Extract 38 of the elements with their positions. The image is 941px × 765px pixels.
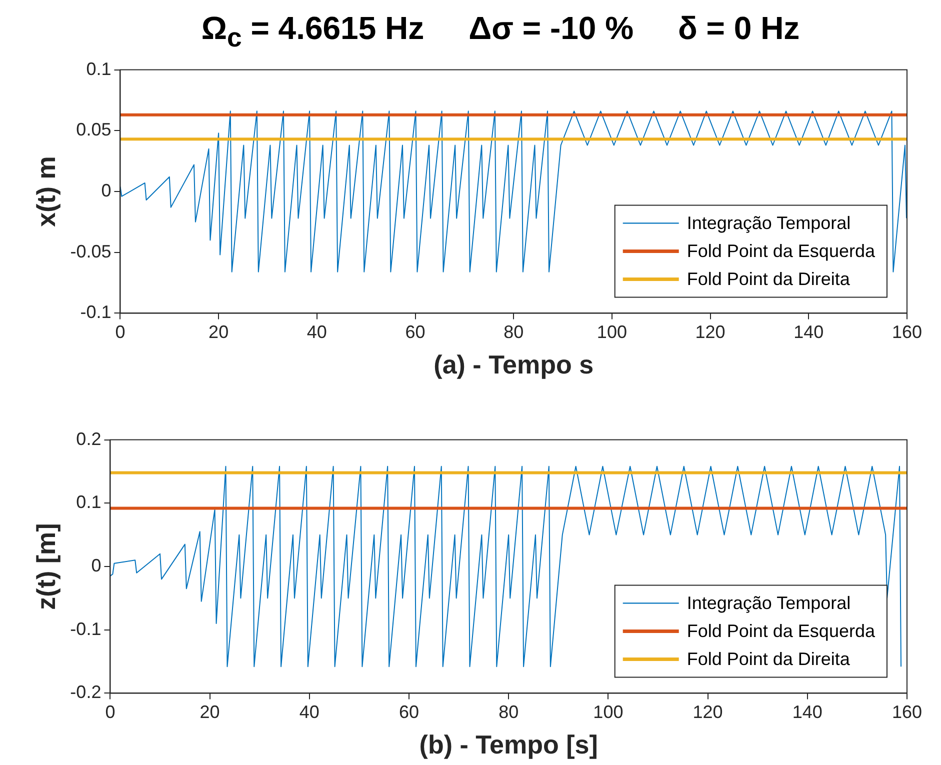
y-tick-label: 0.2 [76,428,102,449]
y-tick-label: -0.2 [70,682,102,702]
x-tick-label: 140 [794,322,824,342]
x-axis-title: (a) - Tempo s [434,350,594,380]
legend-label: Fold Point da Direita [686,649,851,670]
y-tick-label: 0.1 [76,492,102,512]
x-tick-label: 20 [200,702,220,722]
y-tick-label: -0.05 [70,241,112,262]
x-tick-label: 60 [398,702,420,722]
x-tick-label: 120 [695,322,726,342]
legend-label: Integração Temporal [686,213,851,234]
x-tick-label: 20 [208,322,229,342]
y-tick-label: -0.1 [70,618,102,639]
chart-title: Ω$_{c}$ = 4.6615 Hz Δσ = -10 % δ = 0 Hz [200,9,801,54]
x-tick-label: 140 [792,702,822,722]
x-tick-label: 120 [692,702,723,722]
legend-label: Integração Temporal [686,593,851,614]
legend-label: Fold Point da Esquerda [686,241,876,262]
x-tick-label: 160 [892,702,922,722]
legend-label: Fold Point da Esquerda [686,621,876,642]
y-tick-label: 0 [91,555,102,576]
y-axis-title: z(t) [m] [30,523,61,610]
x-tick-label: 40 [306,322,327,342]
y-tick-label: 0 [101,180,112,200]
x-tick-label: 60 [405,322,426,342]
x-tick-label: 80 [498,702,519,722]
y-tick-label: -0.1 [80,302,112,322]
x-tick-label: 160 [892,322,922,342]
x-tick-label: 40 [299,702,320,722]
legend-label: Fold Point da Direita [686,269,851,290]
x-tick-label: 0 [115,322,126,342]
x-tick-label: 80 [504,322,524,342]
y-axis-title: x(t) m [30,156,61,227]
x-axis-title: (b) - Tempo [s] [419,730,598,760]
x-tick-label: 100 [593,702,624,722]
y-tick-label: 0.1 [86,58,112,79]
x-tick-label: 100 [596,322,627,342]
y-tick-label: 0.05 [76,120,112,140]
